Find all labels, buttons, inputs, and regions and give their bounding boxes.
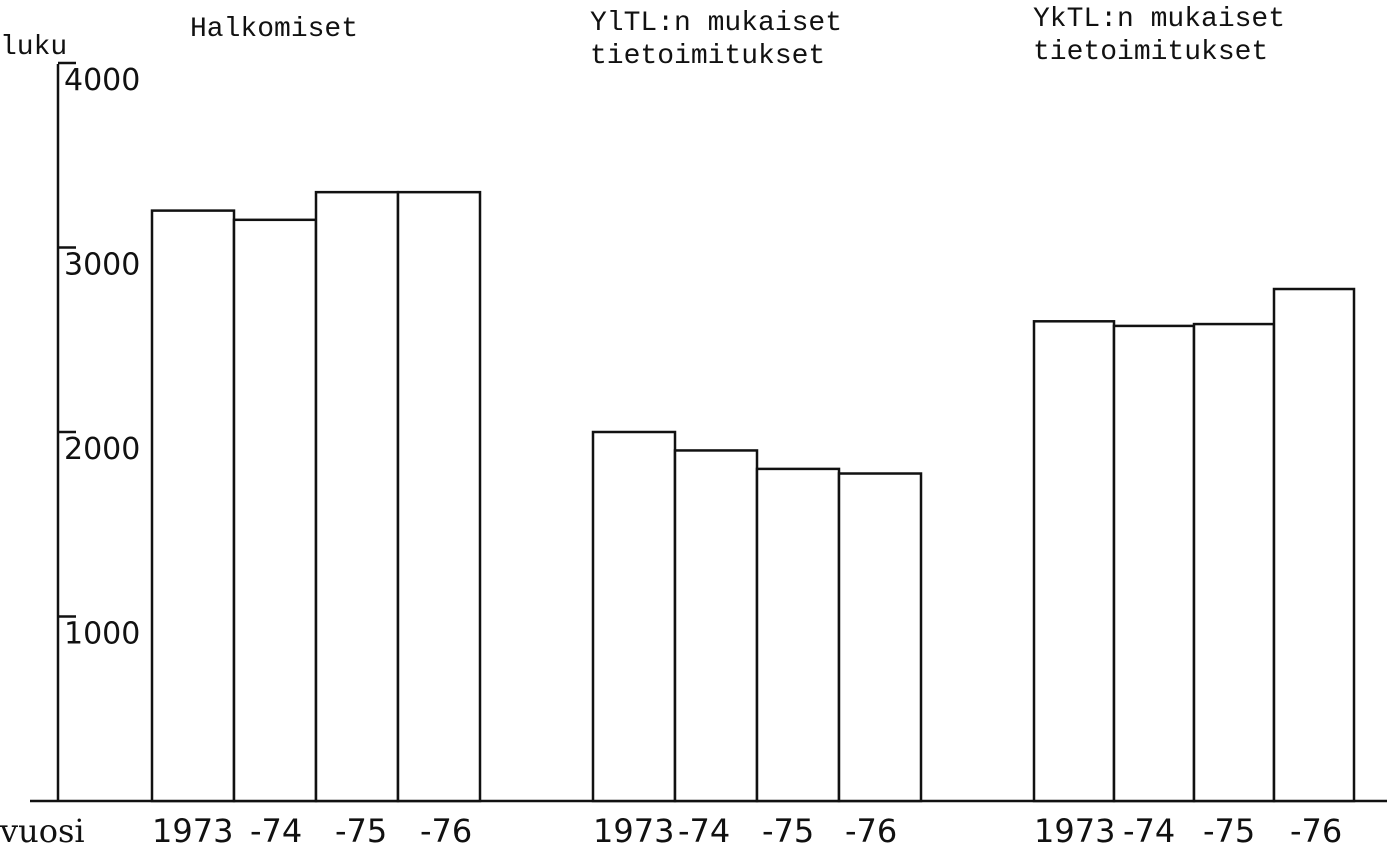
group-title-yltl-line2: tietoimitukset bbox=[590, 41, 825, 72]
group-yltl: YlTL:n mukaiset tietoimitukset 1973 -74 … bbox=[590, 8, 923, 847]
y-tick-label-1000: 1000 bbox=[64, 617, 140, 652]
y-tick-label-3000: 3000 bbox=[64, 248, 140, 283]
x-tick-yltl-74: -74 bbox=[678, 812, 730, 847]
x-tick-yltl-1973: 1973 bbox=[593, 812, 674, 847]
bar-yktl-75 bbox=[1192, 322, 1276, 803]
x-tick-yktl-1973: 1973 bbox=[1034, 812, 1115, 847]
bar-yltl-75 bbox=[755, 467, 841, 803]
x-tick-halkomiset-75: -75 bbox=[335, 812, 387, 847]
group-title-halkomiset: Halkomiset bbox=[190, 14, 358, 45]
group-title-yltl-line1: YlTL:n mukaiset bbox=[590, 8, 842, 39]
x-tick-yltl-75: -75 bbox=[762, 812, 814, 847]
bar-yltl-74 bbox=[673, 449, 759, 803]
y-tick-label-4000: 4000 bbox=[64, 63, 140, 98]
bar-halkomiset-76 bbox=[396, 190, 482, 803]
x-tick-halkomiset-74: -74 bbox=[250, 812, 302, 847]
group-title-yktl-line2: tietoimitukset bbox=[1033, 37, 1268, 68]
bar-yltl-76 bbox=[837, 472, 923, 803]
y-axis-label: luku bbox=[0, 32, 67, 63]
x-tick-halkomiset-76: -76 bbox=[420, 812, 472, 847]
bar-yktl-74 bbox=[1112, 324, 1196, 803]
bar-yktl-76 bbox=[1272, 287, 1356, 803]
x-tick-yktl-76: -76 bbox=[1290, 812, 1342, 847]
x-tick-halkomiset-1973: 1973 bbox=[152, 812, 233, 847]
x-axis-label: vuosi bbox=[0, 812, 85, 847]
group-yktl: YkTL:n mukaiset tietoimitukset 1973 -74 … bbox=[1032, 4, 1356, 847]
x-tick-yltl-76: -76 bbox=[845, 812, 897, 847]
bar-yktl-1973 bbox=[1032, 320, 1116, 803]
bar-yltl-1973 bbox=[591, 430, 677, 803]
bar-halkomiset-1973 bbox=[150, 209, 236, 803]
group-title-yktl-line1: YkTL:n mukaiset bbox=[1033, 4, 1285, 35]
bar-halkomiset-75 bbox=[314, 190, 400, 803]
x-tick-yktl-75: -75 bbox=[1203, 812, 1255, 847]
bar-halkomiset-74 bbox=[232, 218, 318, 803]
group-halkomiset: Halkomiset 1973 -74 -75 -76 bbox=[150, 14, 482, 847]
y-tick-label-2000: 2000 bbox=[64, 432, 140, 467]
y-ticks: 1000 2000 3000 4000 bbox=[58, 61, 140, 652]
x-tick-yktl-74: -74 bbox=[1123, 812, 1175, 847]
